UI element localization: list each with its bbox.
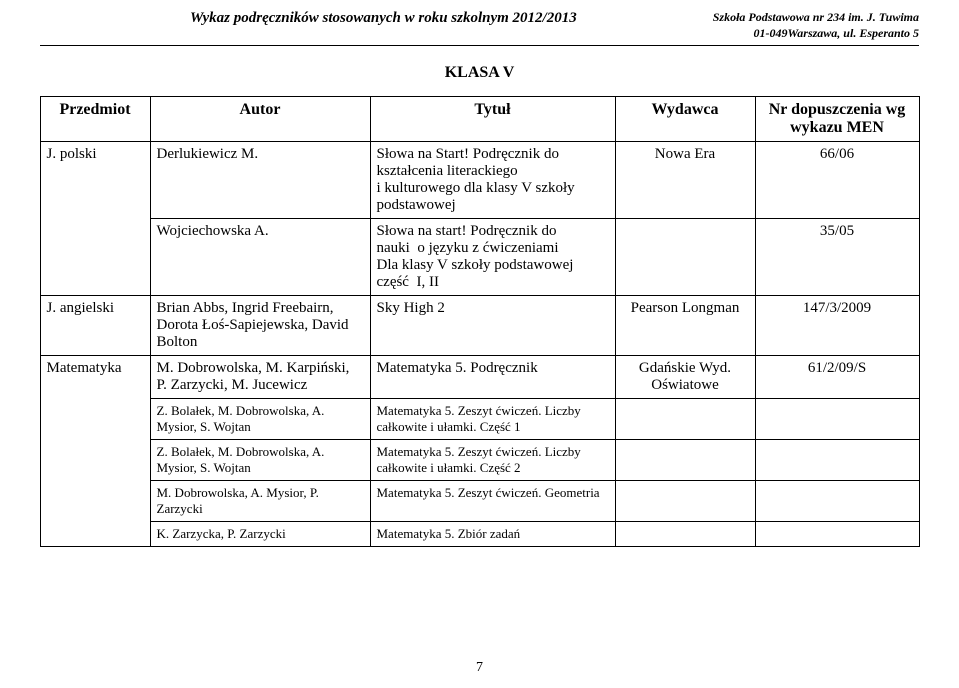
textbook-table: Przedmiot Autor Tytuł Wydawca Nr dopuszc… — [40, 96, 920, 547]
table-row: Z. Bolałek, M. Dobrowolska, A. Mysior, S… — [40, 440, 919, 481]
cell-approval — [755, 522, 919, 547]
cell-approval: 147/3/2009 — [755, 296, 919, 356]
cell-title: Słowa na Start! Podręcznik do kształceni… — [370, 142, 615, 219]
cell-author: Z. Bolałek, M. Dobrowolska, A. Mysior, S… — [150, 440, 370, 481]
table-row: M. Dobrowolska, A. Mysior, P. Zarzycki M… — [40, 481, 919, 522]
table-row: J. angielski Brian Abbs, Ingrid Freebair… — [40, 296, 919, 356]
col-author: Autor — [150, 97, 370, 142]
cell-approval: 66/06 — [755, 142, 919, 219]
school-line1: Szkoła Podstawowa nr 234 im. J. Tuwima — [713, 10, 919, 26]
table-row: K. Zarzycka, P. Zarzycki Matematyka 5. Z… — [40, 522, 919, 547]
cell-title: Matematyka 5. Zeszyt ćwiczeń. Liczby cał… — [370, 440, 615, 481]
cell-subject: J. polski — [40, 142, 150, 296]
cell-publisher — [615, 219, 755, 296]
school-info: Szkoła Podstawowa nr 234 im. J. Tuwima 0… — [713, 10, 919, 41]
cell-title: Matematyka 5. Zbiór zadań — [370, 522, 615, 547]
col-title: Tytuł — [370, 97, 615, 142]
cell-publisher: Pearson Longman — [615, 296, 755, 356]
page-header: Wykaz podręczników stosowanych w roku sz… — [0, 0, 959, 41]
table-row: Z. Bolałek, M. Dobrowolska, A. Mysior, S… — [40, 399, 919, 440]
cell-approval: 61/2/09/S — [755, 356, 919, 399]
cell-publisher: Nowa Era — [615, 142, 755, 219]
cell-title: Matematyka 5. Zeszyt ćwiczeń. Geometria — [370, 481, 615, 522]
cell-publisher — [615, 399, 755, 440]
cell-author: Wojciechowska A. — [150, 219, 370, 296]
table-row: Matematyka M. Dobrowolska, M. Karpiński,… — [40, 356, 919, 399]
cell-approval: 35/05 — [755, 219, 919, 296]
cell-title: Słowa na start! Podręcznik do nauki o ję… — [370, 219, 615, 296]
cell-author: Brian Abbs, Ingrid Freebairn, Dorota Łoś… — [150, 296, 370, 356]
cell-publisher: Gdańskie Wyd. Oświatowe — [615, 356, 755, 399]
cell-approval — [755, 440, 919, 481]
col-subject: Przedmiot — [40, 97, 150, 142]
table-row: J. polski Derlukiewicz M. Słowa na Start… — [40, 142, 919, 219]
header-top: Wykaz podręczników stosowanych w roku sz… — [40, 10, 919, 41]
cell-author: Z. Bolałek, M. Dobrowolska, A. Mysior, S… — [150, 399, 370, 440]
col-approval: Nr dopuszczenia wg wykazu MEN — [755, 97, 919, 142]
cell-title: Matematyka 5. Zeszyt ćwiczeń. Liczby cał… — [370, 399, 615, 440]
cell-title: Matematyka 5. Podręcznik — [370, 356, 615, 399]
cell-title: Sky High 2 — [370, 296, 615, 356]
cell-approval — [755, 399, 919, 440]
cell-author: M. Dobrowolska, A. Mysior, P. Zarzycki — [150, 481, 370, 522]
cell-approval — [755, 481, 919, 522]
school-line2: 01-049Warszawa, ul. Esperanto 5 — [713, 26, 919, 42]
cell-publisher — [615, 522, 755, 547]
cell-author: K. Zarzycka, P. Zarzycki — [150, 522, 370, 547]
table-header-row: Przedmiot Autor Tytuł Wydawca Nr dopuszc… — [40, 97, 919, 142]
cell-author: Derlukiewicz M. — [150, 142, 370, 219]
page-number: 7 — [0, 660, 959, 676]
doc-title: Wykaz podręczników stosowanych w roku sz… — [190, 10, 577, 27]
col-publisher: Wydawca — [615, 97, 755, 142]
cell-publisher — [615, 440, 755, 481]
header-divider — [40, 45, 919, 46]
cell-subject: J. angielski — [40, 296, 150, 356]
cell-subject: Matematyka — [40, 356, 150, 547]
class-title: KLASA V — [0, 64, 959, 82]
table-row: Wojciechowska A. Słowa na start! Podręcz… — [40, 219, 919, 296]
cell-publisher — [615, 481, 755, 522]
cell-author: M. Dobrowolska, M. Karpiński, P. Zarzyck… — [150, 356, 370, 399]
